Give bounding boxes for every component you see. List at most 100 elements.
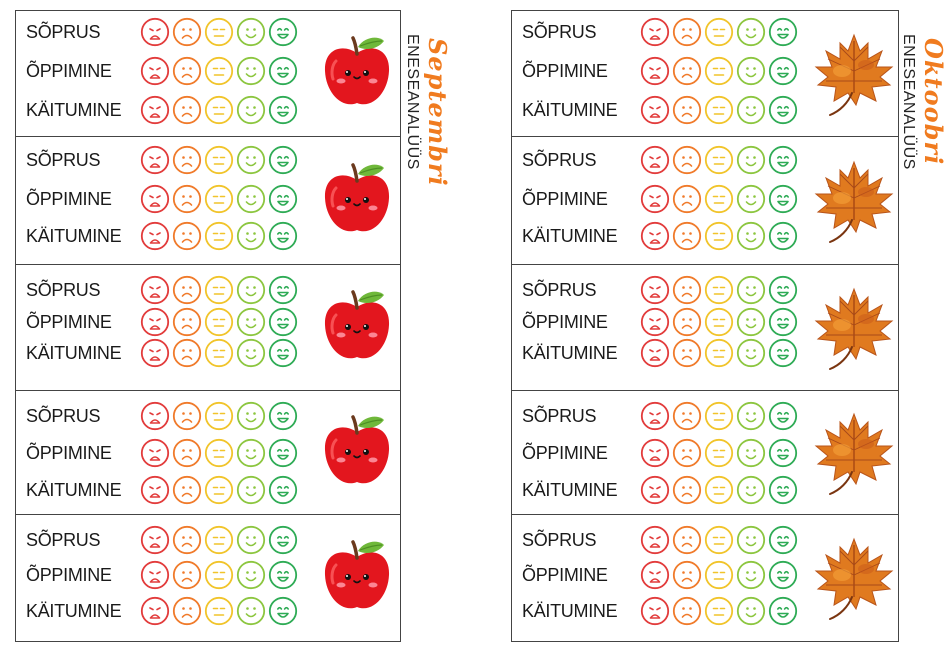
very-sad-face-icon[interactable] xyxy=(140,275,170,305)
happy-face-icon[interactable] xyxy=(236,475,266,505)
very-happy-face-icon[interactable] xyxy=(268,17,298,47)
very-happy-face-icon[interactable] xyxy=(268,221,298,251)
sad-face-icon[interactable] xyxy=(172,525,202,555)
sad-face-icon[interactable] xyxy=(672,221,702,251)
happy-face-icon[interactable] xyxy=(236,560,266,590)
very-sad-face-icon[interactable] xyxy=(140,56,170,86)
very-sad-face-icon[interactable] xyxy=(640,438,670,468)
sad-face-icon[interactable] xyxy=(172,17,202,47)
very-happy-face-icon[interactable] xyxy=(768,525,798,555)
very-sad-face-icon[interactable] xyxy=(640,184,670,214)
very-sad-face-icon[interactable] xyxy=(640,221,670,251)
very-happy-face-icon[interactable] xyxy=(768,560,798,590)
happy-face-icon[interactable] xyxy=(236,221,266,251)
sad-face-icon[interactable] xyxy=(672,338,702,368)
neutral-face-icon[interactable] xyxy=(204,338,234,368)
very-happy-face-icon[interactable] xyxy=(768,221,798,251)
sad-face-icon[interactable] xyxy=(672,525,702,555)
very-happy-face-icon[interactable] xyxy=(268,338,298,368)
neutral-face-icon[interactable] xyxy=(704,17,734,47)
very-happy-face-icon[interactable] xyxy=(768,401,798,431)
neutral-face-icon[interactable] xyxy=(704,560,734,590)
very-happy-face-icon[interactable] xyxy=(268,307,298,337)
sad-face-icon[interactable] xyxy=(172,184,202,214)
very-sad-face-icon[interactable] xyxy=(140,17,170,47)
neutral-face-icon[interactable] xyxy=(704,596,734,626)
happy-face-icon[interactable] xyxy=(236,145,266,175)
very-happy-face-icon[interactable] xyxy=(268,401,298,431)
very-sad-face-icon[interactable] xyxy=(640,145,670,175)
very-sad-face-icon[interactable] xyxy=(640,17,670,47)
neutral-face-icon[interactable] xyxy=(204,596,234,626)
sad-face-icon[interactable] xyxy=(172,338,202,368)
very-happy-face-icon[interactable] xyxy=(268,184,298,214)
sad-face-icon[interactable] xyxy=(172,596,202,626)
sad-face-icon[interactable] xyxy=(672,184,702,214)
neutral-face-icon[interactable] xyxy=(704,184,734,214)
happy-face-icon[interactable] xyxy=(236,307,266,337)
sad-face-icon[interactable] xyxy=(672,560,702,590)
very-sad-face-icon[interactable] xyxy=(640,275,670,305)
happy-face-icon[interactable] xyxy=(236,338,266,368)
happy-face-icon[interactable] xyxy=(736,525,766,555)
sad-face-icon[interactable] xyxy=(672,596,702,626)
sad-face-icon[interactable] xyxy=(672,307,702,337)
very-happy-face-icon[interactable] xyxy=(268,145,298,175)
very-sad-face-icon[interactable] xyxy=(140,401,170,431)
very-sad-face-icon[interactable] xyxy=(640,475,670,505)
happy-face-icon[interactable] xyxy=(736,275,766,305)
neutral-face-icon[interactable] xyxy=(204,95,234,125)
very-sad-face-icon[interactable] xyxy=(140,475,170,505)
neutral-face-icon[interactable] xyxy=(204,184,234,214)
very-sad-face-icon[interactable] xyxy=(140,221,170,251)
sad-face-icon[interactable] xyxy=(672,95,702,125)
sad-face-icon[interactable] xyxy=(172,145,202,175)
very-sad-face-icon[interactable] xyxy=(140,560,170,590)
happy-face-icon[interactable] xyxy=(736,307,766,337)
neutral-face-icon[interactable] xyxy=(704,56,734,86)
happy-face-icon[interactable] xyxy=(736,145,766,175)
happy-face-icon[interactable] xyxy=(736,17,766,47)
sad-face-icon[interactable] xyxy=(172,307,202,337)
very-happy-face-icon[interactable] xyxy=(268,95,298,125)
happy-face-icon[interactable] xyxy=(736,56,766,86)
neutral-face-icon[interactable] xyxy=(704,338,734,368)
neutral-face-icon[interactable] xyxy=(704,221,734,251)
very-happy-face-icon[interactable] xyxy=(768,596,798,626)
happy-face-icon[interactable] xyxy=(236,275,266,305)
neutral-face-icon[interactable] xyxy=(704,401,734,431)
very-happy-face-icon[interactable] xyxy=(268,475,298,505)
sad-face-icon[interactable] xyxy=(172,221,202,251)
very-sad-face-icon[interactable] xyxy=(640,56,670,86)
neutral-face-icon[interactable] xyxy=(204,525,234,555)
very-happy-face-icon[interactable] xyxy=(768,438,798,468)
very-happy-face-icon[interactable] xyxy=(268,596,298,626)
very-sad-face-icon[interactable] xyxy=(140,307,170,337)
happy-face-icon[interactable] xyxy=(236,184,266,214)
very-sad-face-icon[interactable] xyxy=(640,596,670,626)
neutral-face-icon[interactable] xyxy=(204,560,234,590)
very-happy-face-icon[interactable] xyxy=(768,475,798,505)
very-happy-face-icon[interactable] xyxy=(768,95,798,125)
happy-face-icon[interactable] xyxy=(236,525,266,555)
happy-face-icon[interactable] xyxy=(736,475,766,505)
very-happy-face-icon[interactable] xyxy=(768,275,798,305)
happy-face-icon[interactable] xyxy=(736,95,766,125)
happy-face-icon[interactable] xyxy=(736,401,766,431)
very-sad-face-icon[interactable] xyxy=(640,95,670,125)
sad-face-icon[interactable] xyxy=(172,401,202,431)
very-sad-face-icon[interactable] xyxy=(140,338,170,368)
happy-face-icon[interactable] xyxy=(736,438,766,468)
very-happy-face-icon[interactable] xyxy=(268,560,298,590)
happy-face-icon[interactable] xyxy=(736,560,766,590)
sad-face-icon[interactable] xyxy=(672,401,702,431)
very-happy-face-icon[interactable] xyxy=(268,438,298,468)
very-sad-face-icon[interactable] xyxy=(640,401,670,431)
very-sad-face-icon[interactable] xyxy=(140,145,170,175)
happy-face-icon[interactable] xyxy=(236,95,266,125)
very-sad-face-icon[interactable] xyxy=(140,438,170,468)
neutral-face-icon[interactable] xyxy=(704,475,734,505)
happy-face-icon[interactable] xyxy=(736,596,766,626)
very-happy-face-icon[interactable] xyxy=(768,307,798,337)
neutral-face-icon[interactable] xyxy=(204,221,234,251)
